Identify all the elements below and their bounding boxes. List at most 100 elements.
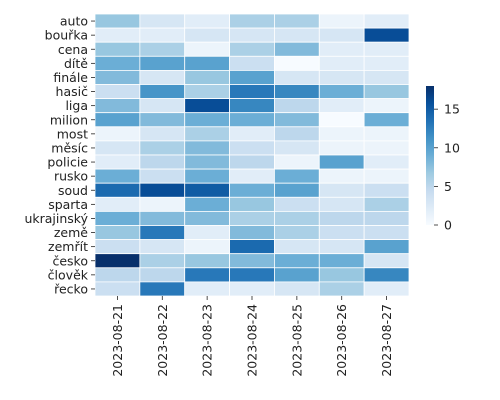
y-tick-label: most <box>57 126 88 141</box>
heatmap-cell <box>229 281 275 297</box>
heatmap-cell <box>139 126 186 142</box>
y-tick-label: zemřít <box>48 239 88 254</box>
x-tick-label: 2023-08-26 <box>334 304 349 377</box>
heatmap-cell <box>139 281 186 297</box>
heatmap-cell <box>94 55 141 71</box>
heatmap-cell <box>274 70 320 85</box>
heatmap-cell <box>229 239 275 255</box>
heatmap-cell <box>184 239 230 255</box>
heatmap-cell <box>184 70 230 85</box>
heatmap-cell <box>363 168 410 184</box>
y-tick-label: soud <box>58 183 88 198</box>
heatmap-cell <box>229 267 275 283</box>
x-axis-ticks: 2023-08-21 2023-08-22 2023-08-23 2023-08-24… <box>110 296 394 377</box>
heatmap-cell <box>139 41 186 57</box>
heatmap-cell <box>318 210 365 226</box>
heatmap-cell <box>318 140 365 156</box>
heatmap-cell <box>363 140 410 156</box>
colorbar-tick-label: 10 <box>444 140 460 155</box>
heatmap-cell <box>363 84 410 100</box>
colorbar-tick-label: 5 <box>444 179 452 194</box>
heatmap-cell <box>139 196 186 212</box>
heatmap-cell <box>274 84 320 100</box>
heatmap-cell <box>184 27 230 43</box>
heatmap-cell <box>318 253 365 269</box>
heatmap-cell <box>363 126 410 142</box>
heatmap-cell <box>94 70 141 85</box>
heatmap-cell <box>318 84 365 100</box>
y-tick-label: ukrajinský <box>24 211 88 226</box>
heatmap-cell <box>318 112 365 128</box>
heatmap-cell <box>274 41 320 57</box>
heatmap-cell <box>184 210 230 226</box>
heatmap-cell <box>184 267 230 283</box>
heatmap-cell <box>274 154 320 170</box>
heatmap-cell <box>94 84 141 100</box>
heatmap-cell <box>274 239 320 255</box>
heatmap-cell <box>94 126 141 142</box>
heatmap-cell <box>318 41 365 57</box>
heatmap-cell <box>318 70 365 85</box>
heatmap-cell <box>184 253 230 269</box>
colorbar-tick-label: 15 <box>444 102 460 117</box>
heatmap-cell <box>318 27 365 43</box>
heatmap-cell <box>94 281 141 297</box>
heatmap-cell <box>318 281 365 297</box>
heatmap-cell <box>363 253 410 269</box>
colorbar: 0 5 10 15 <box>426 86 460 233</box>
heatmap-cell <box>184 126 230 142</box>
heatmap-cell <box>229 41 275 57</box>
y-tick-label: cena <box>58 42 88 57</box>
heatmap-cell <box>274 27 320 43</box>
heatmap-cell <box>139 13 186 29</box>
heatmap-cell <box>139 140 186 156</box>
colorbar-gradient <box>426 86 434 225</box>
x-tick-label: 2023-08-27 <box>379 304 394 377</box>
heatmap-cell <box>229 70 275 85</box>
heatmap-cell <box>184 225 230 241</box>
heatmap-cell <box>139 27 186 43</box>
y-tick-label: země <box>54 225 88 240</box>
heatmap-cell <box>363 41 410 57</box>
heatmap-cell <box>363 98 410 114</box>
heatmap-cell <box>184 55 230 71</box>
heatmap-cell <box>229 13 275 29</box>
y-axis-ticks: autobouřkacenadítěfinálehasičligamilionm… <box>24 14 95 296</box>
y-tick-label: sparta <box>48 197 88 212</box>
y-tick-label: milion <box>50 112 88 127</box>
y-tick-label: auto <box>60 14 88 29</box>
heatmap-cell <box>318 98 365 114</box>
heatmap-cell <box>139 98 186 114</box>
heatmap-cell <box>229 225 275 241</box>
heatmap-cell <box>229 196 275 212</box>
heatmap-cell <box>94 112 141 128</box>
heatmap-cells <box>94 13 410 297</box>
heatmap-cell <box>184 154 230 170</box>
heatmap-cell <box>274 182 320 198</box>
heatmap-cell <box>94 210 141 226</box>
y-tick-label: policie <box>47 155 88 170</box>
heatmap-cell <box>229 154 275 170</box>
heatmap-cell <box>318 13 365 29</box>
y-tick-label: finále <box>53 70 88 85</box>
heatmap-cell <box>363 239 410 255</box>
x-tick-label: 2023-08-23 <box>200 304 215 377</box>
heatmap-cell <box>274 253 320 269</box>
heatmap-cell <box>94 253 141 269</box>
heatmap-cell <box>274 112 320 128</box>
heatmap-cell <box>184 140 230 156</box>
heatmap-cell <box>94 13 141 29</box>
y-tick-label: měsíc <box>51 140 88 155</box>
heatmap-cell <box>363 55 410 71</box>
heatmap-cell <box>363 267 410 283</box>
y-tick-label: liga <box>65 98 88 113</box>
heatmap-cell <box>229 55 275 71</box>
heatmap-cell <box>139 267 186 283</box>
heatmap-cell <box>318 196 365 212</box>
heatmap-cell <box>318 267 365 283</box>
heatmap-cell <box>229 168 275 184</box>
heatmap-cell <box>184 13 230 29</box>
heatmap-cell <box>318 55 365 71</box>
heatmap-cell <box>94 225 141 241</box>
y-tick-label: hasič <box>56 84 89 99</box>
